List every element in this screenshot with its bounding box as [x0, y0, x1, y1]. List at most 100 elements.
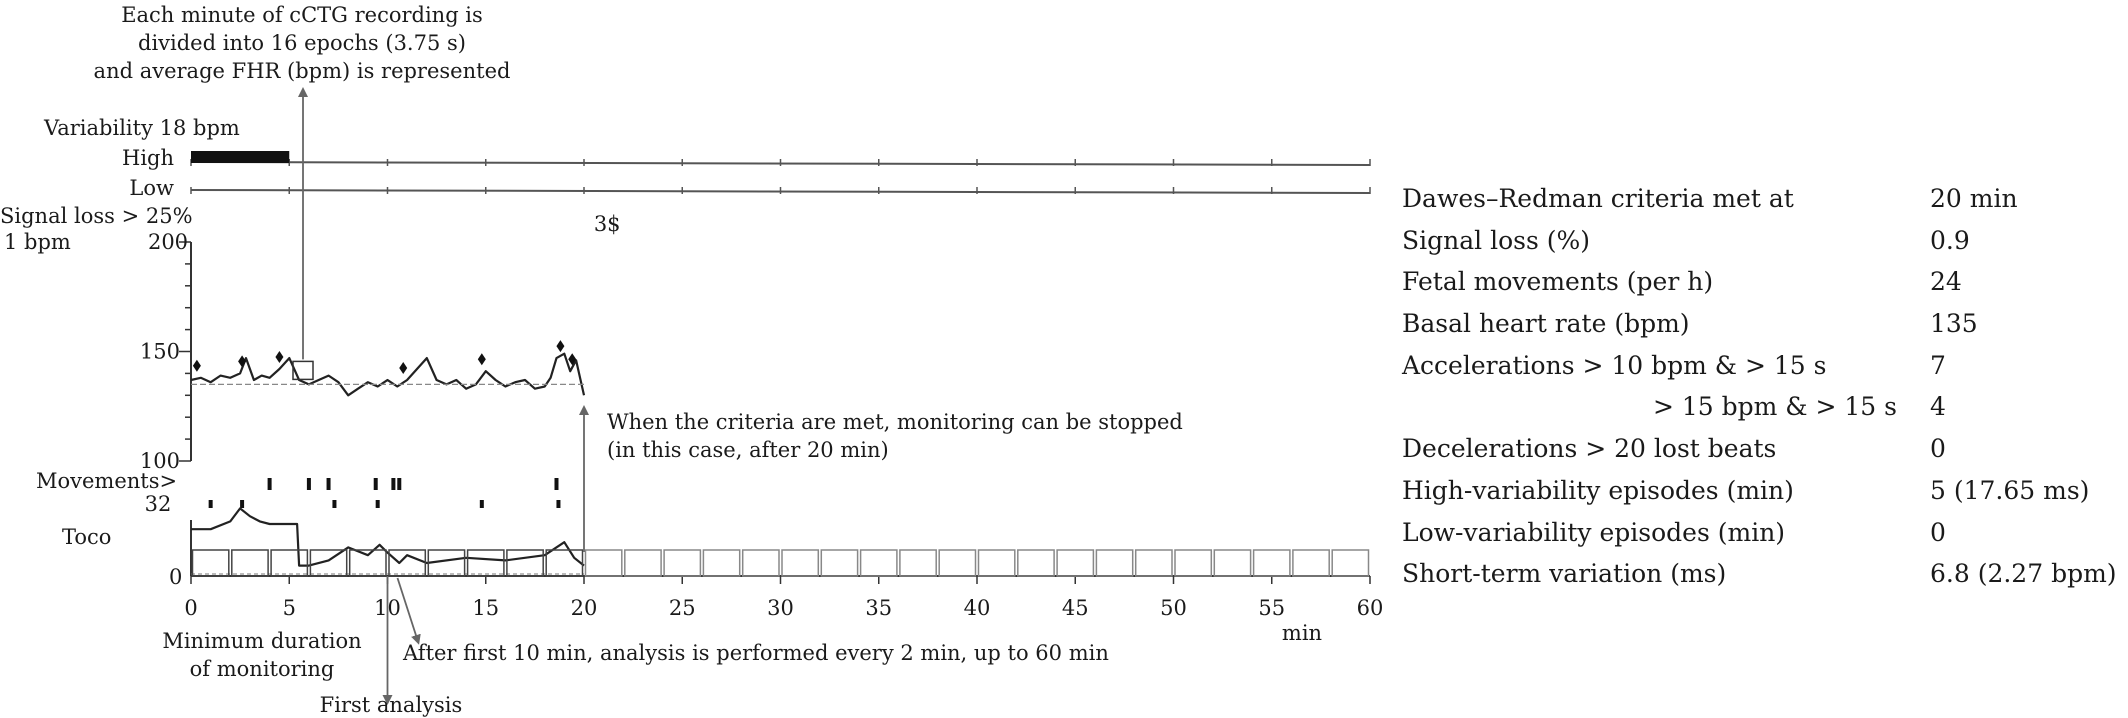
summary-row: > 15 bpm & > 15 s 4 — [1402, 386, 2124, 428]
movement-markers — [208, 478, 561, 508]
summary-value: 0 — [1930, 434, 1946, 464]
variability-low-line — [190, 187, 1371, 194]
acceleration-marker-6 — [568, 353, 577, 366]
x-tick-label-5: 5 — [283, 596, 296, 620]
summary-row: Dawes–Redman criteria met at 20 min — [1402, 178, 2124, 220]
fhr-series-line — [190, 352, 586, 397]
summary-row: Low-variability episodes (min) 0 — [1402, 512, 2124, 554]
summary-row: Fetal movements (per h) 24 — [1402, 261, 2124, 303]
fhr-tick-label-150: 150 — [140, 340, 180, 364]
acceleration-marker-5 — [556, 340, 565, 353]
summary-label: > 15 bpm & > 15 s — [1653, 392, 1897, 422]
x-tick-label-50: 50 — [1160, 596, 1187, 620]
analysis-box-42 — [1017, 549, 1055, 577]
x-tick-label-40: 40 — [964, 596, 991, 620]
analysis-box-28 — [741, 549, 780, 577]
x-tick-label-55: 55 — [1258, 596, 1285, 620]
analysis-box-18 — [545, 549, 584, 577]
annotation-arrows — [298, 87, 589, 705]
movement-marker-row1-1 — [306, 478, 311, 490]
summary-value: 24 — [1930, 267, 1962, 297]
summary-label: Decelerations > 20 lost beats — [1402, 434, 1777, 464]
movements-scale-label: 32 — [145, 492, 172, 516]
x-axis-label: min — [1282, 621, 1322, 645]
summary-value: 4 — [1930, 392, 1946, 422]
movement-marker-row2-4 — [479, 500, 484, 508]
fhr-axis — [179, 241, 192, 462]
summary-row: Short-term variation (ms) 6.8 (2.27 bpm) — [1402, 553, 2124, 595]
epochs-note-line-3: and average FHR (bpm) is represented — [94, 59, 511, 83]
analysis-box-16 — [506, 549, 544, 577]
fhr-tick-label-200: 200 — [148, 230, 188, 254]
summary-row: High-variability episodes (min) 5 (17.65 … — [1402, 470, 2124, 512]
analysis-box-30 — [781, 549, 820, 577]
analysis-box-54 — [1252, 549, 1291, 577]
movement-marker-row1-3 — [373, 478, 378, 490]
variability-label: Variability 18 bpm — [43, 116, 240, 140]
acceleration-marker-0 — [192, 359, 201, 372]
summary-label: Basal heart rate (bpm) — [1402, 309, 1690, 339]
x-tick-label-15: 15 — [472, 596, 499, 620]
analysis-box-36 — [899, 549, 937, 577]
summary-label: Accelerations > 10 bpm & > 15 s — [1402, 350, 1827, 380]
summary-label: Signal loss (%) — [1402, 225, 1590, 255]
acceleration-marker-1 — [238, 355, 247, 368]
variability-high-label: High — [122, 146, 174, 170]
movement-marker-row2-5 — [556, 500, 561, 508]
movement-marker-row1-4 — [391, 478, 396, 490]
analysis-box-58 — [1331, 549, 1370, 577]
analysis-box-12 — [427, 549, 466, 577]
high-variability-bar-0 — [191, 151, 290, 163]
high-variability-episodes — [191, 151, 290, 163]
analysis-box-0 — [191, 549, 230, 577]
epochs-note-line-1: Each minute of cCTG recording is — [121, 3, 483, 27]
summary-label: High-variability episodes (min) — [1402, 475, 1794, 505]
analysis-box-40 — [977, 549, 1016, 577]
signal-loss-marker: 3$ — [594, 212, 621, 236]
fhr-trace — [190, 352, 586, 397]
analysis-boxes — [191, 549, 1370, 577]
movement-marker-row1-2 — [326, 478, 331, 490]
fhr-axis-unit: 1 bpm — [4, 230, 71, 254]
analysis-box-56 — [1292, 549, 1330, 577]
toco-zero-label: 0 — [169, 565, 182, 589]
x-tick-label-35: 35 — [865, 596, 892, 620]
x-tick-label-25: 25 — [669, 596, 696, 620]
summary-value: 0.9 — [1930, 225, 1970, 255]
first-analysis-note: First analysis — [320, 693, 463, 717]
signal-loss-label: Signal loss > 25% — [0, 204, 193, 228]
summary-row: Decelerations > 20 lost beats 0 — [1402, 428, 2124, 470]
analysis-box-50 — [1174, 549, 1213, 577]
summary-value: 5 (17.65 ms) — [1930, 475, 2090, 505]
analysis-box-6 — [309, 549, 348, 577]
movement-marker-row2-2 — [332, 500, 337, 508]
ctg-chart: Each minute of cCTG recording is divided… — [0, 3, 1383, 717]
analysis-box-24 — [663, 549, 702, 577]
analysis-box-2 — [231, 549, 269, 577]
x-tick-labels: 0 5 10 15 20 25 30 35 40 45 50 55 60 — [184, 596, 1383, 620]
x-tick-label-30: 30 — [767, 596, 794, 620]
x-tick-label-60: 60 — [1357, 596, 1384, 620]
analysis-box-38 — [938, 549, 977, 577]
variability-low-label: Low — [129, 176, 174, 200]
summary-row: Accelerations > 10 bpm & > 15 s 7 — [1402, 345, 2124, 387]
arrow-analysis-every — [396, 577, 421, 645]
summary-value: 6.8 (2.27 bpm) — [1930, 559, 2117, 589]
minimum-duration-line-1: Minimum duration — [162, 629, 361, 653]
acceleration-marker-4 — [477, 353, 486, 366]
movement-marker-row2-1 — [240, 500, 245, 508]
analysis-box-22 — [624, 549, 662, 577]
movements-label: Movements> — [36, 469, 177, 493]
movement-marker-row2-3 — [375, 500, 380, 508]
summary-value: 20 min — [1930, 184, 2018, 213]
analysis-every-note: After first 10 min, analysis is performe… — [402, 641, 1109, 665]
analysis-box-8 — [348, 549, 387, 577]
summary-label: Low-variability episodes (min) — [1402, 517, 1786, 547]
x-tick-label-20: 20 — [571, 596, 598, 620]
analysis-box-52 — [1213, 549, 1252, 577]
epoch-highlight-box — [292, 360, 314, 381]
toco-label: Toco — [62, 525, 111, 549]
analysis-box-48 — [1134, 549, 1173, 577]
epochs-note-line-2: divided into 16 epochs (3.75 s) — [138, 31, 466, 55]
analysis-box-44 — [1056, 549, 1095, 577]
